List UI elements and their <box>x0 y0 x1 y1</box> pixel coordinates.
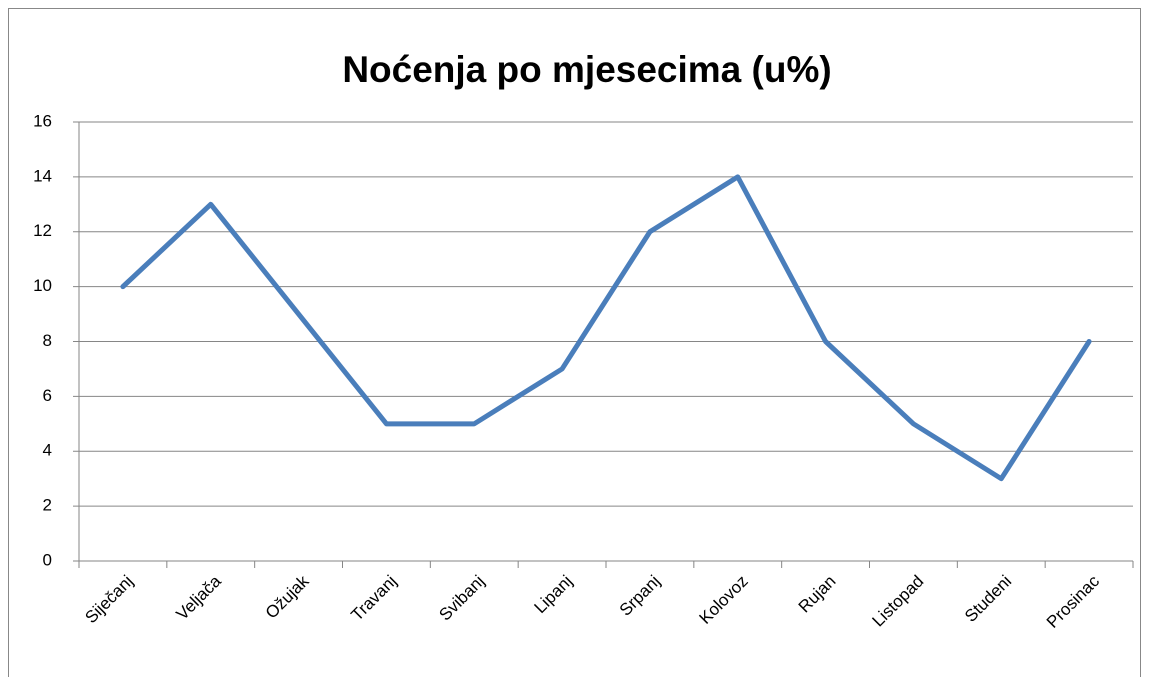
chart-title: Noćenja po mjesecima (u%) <box>342 49 831 90</box>
line-series <box>120 174 1092 482</box>
y-tick-label: 2 <box>43 496 52 515</box>
y-tick-label: 0 <box>43 550 52 569</box>
y-tick-label: 6 <box>43 386 52 405</box>
y-tick-label: 14 <box>33 166 52 185</box>
chart-border <box>8 8 1141 677</box>
y-tick-label: 4 <box>43 441 52 460</box>
y-tick-label: 10 <box>33 276 52 295</box>
y-tick-label: 12 <box>33 221 52 240</box>
y-tick-label: 8 <box>43 331 52 350</box>
y-tick-label: 16 <box>33 111 52 130</box>
